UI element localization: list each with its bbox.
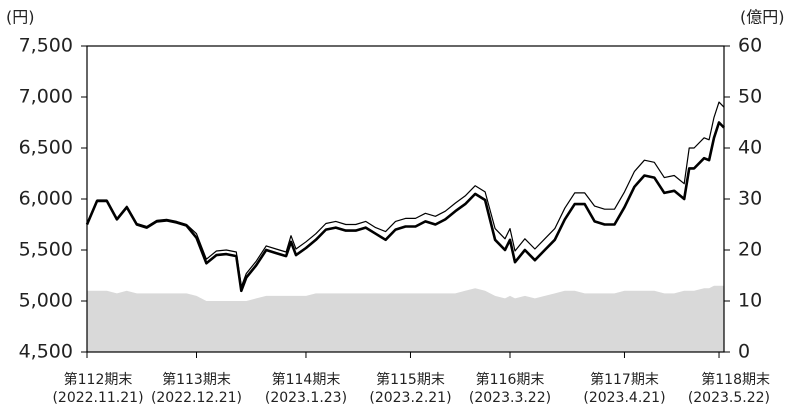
x-tick-date: (2023.4.21) [583, 390, 665, 406]
x-tick-label: 第118期末 [701, 371, 770, 388]
x-tick-date: (2023.3.22) [469, 390, 551, 406]
y2-tick-label: 10 [738, 290, 762, 312]
y-tick-label: 5,500 [19, 239, 73, 261]
y-tick-label: 7,000 [19, 86, 73, 108]
y2-tick-label: 40 [738, 137, 762, 159]
y-tick-label: 4,500 [19, 341, 73, 363]
y2-tick-label: 60 [738, 35, 762, 57]
x-tick-label: 第117期末 [590, 371, 659, 388]
y-unit: (円) [6, 8, 35, 27]
y2-unit: (億円) [740, 8, 785, 27]
x-tick-date: (2023.2.21) [369, 390, 451, 406]
x-tick-label: 第113期末 [162, 371, 231, 388]
x-tick-label: 第115期末 [376, 371, 445, 388]
y2-tick-label: 0 [738, 341, 750, 363]
x-tick-label: 第116期末 [476, 371, 545, 388]
price-line [86, 101, 725, 288]
x-tick-date: (2022.12.21) [151, 390, 242, 406]
y-tick-label: 6,000 [19, 188, 73, 210]
y-tick-label: 5,000 [19, 290, 73, 312]
x-tick-label: 第114期末 [272, 371, 341, 388]
y2-tick-label: 50 [738, 86, 762, 108]
x-tick-date: (2023.1.23) [265, 390, 347, 406]
y2-tick-label: 30 [738, 188, 762, 210]
y-tick-label: 7,500 [19, 35, 73, 57]
x-tick-date: (2022.11.21) [52, 390, 143, 406]
x-tick-date: (2023.5.22) [688, 390, 770, 406]
net-assets-area [87, 285, 724, 352]
price-line [85, 121, 725, 293]
y-tick-label: 6,500 [19, 137, 73, 159]
x-tick-label: 第112期末 [64, 371, 133, 388]
y2-tick-label: 20 [738, 239, 762, 261]
